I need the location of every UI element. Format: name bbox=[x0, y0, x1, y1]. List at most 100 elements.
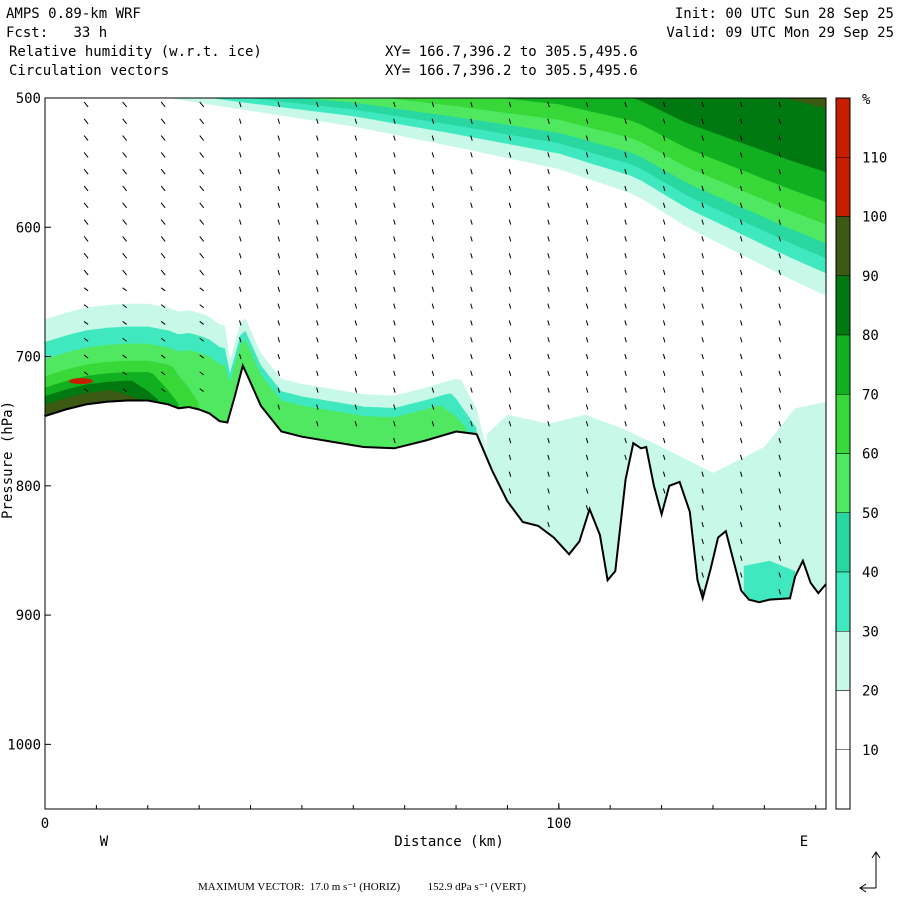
vector-arrow bbox=[585, 488, 589, 494]
vector-arrow bbox=[739, 118, 743, 124]
vector-arrow bbox=[547, 219, 550, 225]
vector-arrow bbox=[431, 303, 435, 309]
vector-arrow bbox=[585, 320, 589, 326]
vector-arrow bbox=[239, 101, 242, 108]
vector-arrow bbox=[624, 152, 627, 158]
vector-arrow bbox=[277, 337, 281, 343]
vector-arrow bbox=[662, 236, 666, 242]
colorbar-segment bbox=[835, 571, 851, 632]
vector-arrow bbox=[585, 370, 589, 376]
vector-arrow bbox=[739, 169, 743, 175]
vector-arrow bbox=[431, 286, 435, 292]
vector-arrow bbox=[470, 169, 473, 175]
vector-arrow bbox=[508, 320, 512, 326]
colorbar-segment bbox=[835, 157, 851, 217]
vector-arrow bbox=[624, 421, 627, 427]
vector-arrow bbox=[431, 135, 435, 141]
vector-arrow bbox=[624, 320, 627, 326]
vector-arrow bbox=[585, 353, 589, 360]
vector-arrow bbox=[701, 219, 704, 225]
vector-arrow bbox=[739, 421, 743, 427]
vector-arrow bbox=[662, 135, 666, 141]
vector-arrow bbox=[585, 404, 589, 410]
vector-arrow bbox=[508, 353, 512, 360]
vector-arrow bbox=[662, 303, 666, 309]
colorbar: 110 100 90 80 70 60 50 40 30 20 10% bbox=[835, 92, 887, 810]
scale-arrow-icon bbox=[859, 851, 881, 893]
vector-arrow bbox=[662, 118, 666, 124]
vector-arrow bbox=[316, 152, 319, 158]
vector-arrow bbox=[547, 202, 550, 208]
vector-arrow bbox=[547, 387, 550, 393]
colorbar-frame bbox=[835, 97, 851, 810]
vector-arrow bbox=[431, 421, 435, 427]
vector-arrow bbox=[547, 253, 550, 259]
vector-arrow bbox=[239, 286, 242, 292]
colorbar-label: 80 bbox=[862, 328, 879, 344]
vector-arrow bbox=[585, 471, 589, 477]
vector-arrow bbox=[393, 421, 396, 427]
vector-arrow bbox=[354, 253, 358, 259]
field-name-shaded: Relative humidity (w.r.t. ice) bbox=[9, 44, 262, 60]
vector-arrow bbox=[739, 353, 743, 360]
vector-arrow bbox=[431, 101, 435, 108]
vector-arrow bbox=[83, 236, 89, 242]
vector-arrow bbox=[122, 252, 128, 259]
colorbar-label: 70 bbox=[862, 387, 879, 403]
colorbar-segment bbox=[835, 749, 851, 810]
vector-arrow bbox=[778, 488, 781, 494]
vector-arrow bbox=[470, 320, 473, 326]
vector-arrow bbox=[739, 437, 743, 444]
vector-arrow bbox=[701, 521, 704, 528]
vector-arrow bbox=[662, 387, 666, 393]
vector-arrow bbox=[662, 286, 666, 292]
vector-arrow bbox=[701, 555, 704, 561]
vector-arrow bbox=[739, 404, 743, 410]
vector-arrow bbox=[199, 354, 205, 359]
colorbar-label: 50 bbox=[862, 506, 879, 522]
colorbar-segment bbox=[835, 216, 851, 276]
vector-arrow bbox=[277, 118, 281, 124]
vector-arrow bbox=[354, 353, 358, 360]
vector-arrow bbox=[354, 202, 358, 208]
vector-arrow bbox=[122, 321, 127, 325]
colorbar-label: 40 bbox=[862, 565, 879, 581]
vector-arrow bbox=[277, 236, 281, 242]
vector-arrow bbox=[701, 505, 704, 511]
vector-arrow bbox=[624, 353, 627, 360]
field-name-vectors: Circulation vectors bbox=[9, 63, 170, 79]
vector-arrow bbox=[624, 269, 627, 276]
vector-arrow bbox=[547, 370, 550, 376]
vector-arrow bbox=[354, 219, 358, 225]
vector-arrow bbox=[739, 387, 743, 393]
vector-arrow bbox=[662, 169, 666, 175]
vector-arrow bbox=[662, 404, 666, 410]
vector-arrow bbox=[547, 269, 550, 276]
vector-arrow bbox=[508, 387, 512, 393]
colorbar-label: 10 bbox=[862, 743, 879, 759]
xy-range-2: XY= 166.7,396.2 to 305.5,495.6 bbox=[385, 63, 638, 79]
vector-arrow bbox=[662, 253, 666, 259]
vector-arrow bbox=[160, 135, 166, 141]
vector-arrow bbox=[624, 185, 627, 192]
vector-arrow bbox=[739, 471, 743, 477]
vector-arrow bbox=[508, 253, 512, 259]
vector-arrow bbox=[662, 337, 666, 343]
vector-arrow bbox=[508, 471, 512, 477]
vector-arrow bbox=[83, 252, 89, 259]
vector-arrow bbox=[508, 185, 512, 192]
vector-arrow bbox=[83, 135, 89, 141]
upper-moist-band bbox=[785, 98, 826, 109]
vector-arrow bbox=[739, 152, 743, 158]
vector-arrow bbox=[778, 185, 781, 192]
max-vector-line: MAXIMUM VECTOR: 17.0 m s⁻¹ (HORIZ) 152.9… bbox=[198, 880, 526, 893]
vector-arrow bbox=[778, 202, 781, 208]
vector-arrow bbox=[122, 118, 128, 125]
vector-arrow bbox=[701, 152, 704, 158]
vector-arrow bbox=[739, 454, 743, 461]
vector-arrow bbox=[585, 454, 589, 461]
vector-arrow bbox=[701, 303, 704, 309]
vector-arrow bbox=[470, 118, 473, 124]
vector-arrow bbox=[778, 152, 781, 158]
vector-arrow bbox=[83, 337, 89, 342]
